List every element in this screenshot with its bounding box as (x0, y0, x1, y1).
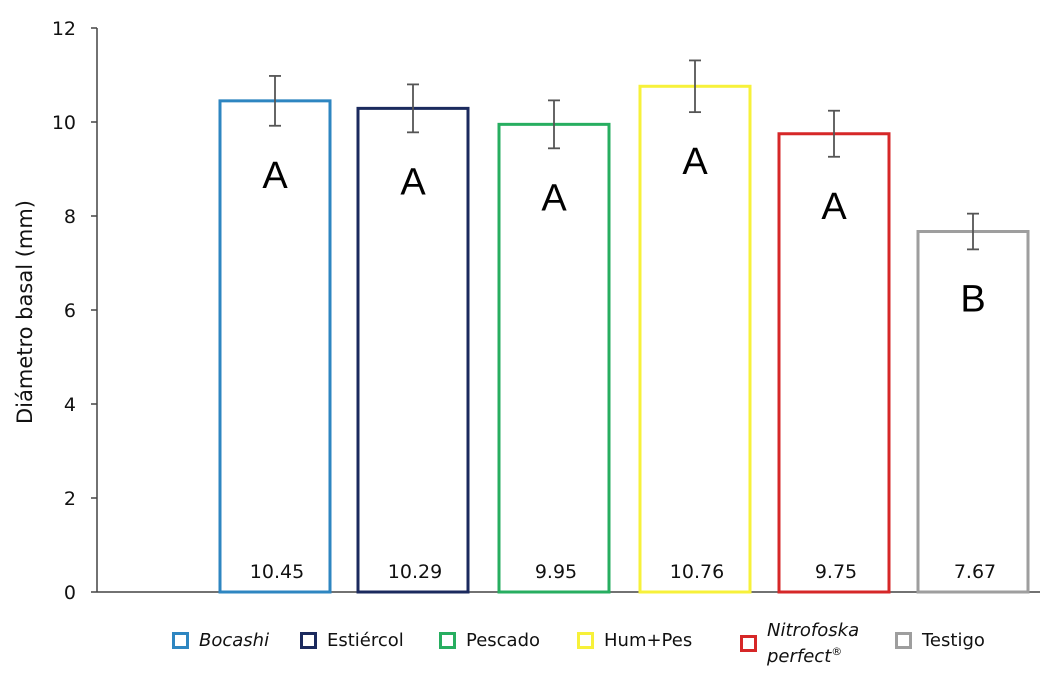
bars: A 10.45 A 10.29 A 9.95 A 10.76 A 9.75 B 7.67 (218, 59, 1030, 594)
data-label: 9.75 (815, 561, 857, 583)
bar (356, 106, 470, 594)
legend-swatch (740, 635, 757, 652)
legend-item-testigo: Testigo (895, 630, 985, 651)
data-label: 10.45 (250, 561, 304, 583)
legend-item-pescado: Pescado (439, 630, 540, 651)
data-label: 10.76 (670, 561, 724, 583)
y-tick-label: 12 (52, 18, 76, 40)
y-tick-label: 6 (64, 300, 76, 322)
data-label: 10.29 (388, 561, 442, 583)
y-tick-label: 2 (64, 488, 76, 510)
legend-item-hum-pes: Hum+Pes (577, 630, 692, 651)
y-axis-label: Diámetro basal (mm) (13, 200, 37, 424)
bar (777, 132, 891, 594)
legend-item-estiercol: Estiércol (300, 630, 404, 651)
legend-item-nitrofoska: Nitrofoska perfect® (740, 620, 859, 667)
legend-item-bocashi: Bocashi (172, 630, 269, 651)
data-label: 7.67 (954, 561, 996, 583)
significance-label: A (541, 177, 567, 219)
legend-label-line1: Nitrofoska (767, 620, 860, 641)
legend-swatch (577, 632, 594, 649)
legend-swatch (300, 632, 317, 649)
y-tick-label: 4 (64, 394, 76, 416)
legend-swatch (172, 632, 189, 649)
registered-mark: ® (831, 645, 843, 658)
legend-label-line2: perfect (767, 646, 832, 667)
bar (916, 230, 1030, 594)
legend-label: Estiércol (327, 630, 404, 651)
legend-label: Bocashi (199, 630, 270, 651)
legend-label: Testigo (922, 630, 985, 651)
significance-label: B (960, 278, 985, 320)
significance-label: A (682, 141, 708, 183)
bar (497, 122, 611, 594)
legend-swatch (439, 632, 456, 649)
significance-label: A (400, 161, 426, 203)
y-tick-label: 8 (64, 206, 76, 228)
data-label: 9.95 (535, 561, 577, 583)
legend-label: Pescado (466, 630, 541, 651)
bar-chart: 0 2 4 6 8 10 12 Diámetro basal (mm) A 10.45 A 10.… (13, 18, 1040, 604)
bar (638, 84, 752, 594)
significance-label: A (262, 155, 288, 197)
y-tick-label: 10 (52, 112, 76, 134)
legend-swatch (895, 632, 912, 649)
legend: Bocashi Estiércol Pescado Hum+Pes Nitrof… (0, 618, 1051, 678)
legend-label: Hum+Pes (604, 630, 693, 651)
significance-label: A (821, 186, 847, 228)
y-tick-label: 0 (64, 582, 76, 604)
legend-label: Nitrofoska perfect® (767, 620, 859, 667)
